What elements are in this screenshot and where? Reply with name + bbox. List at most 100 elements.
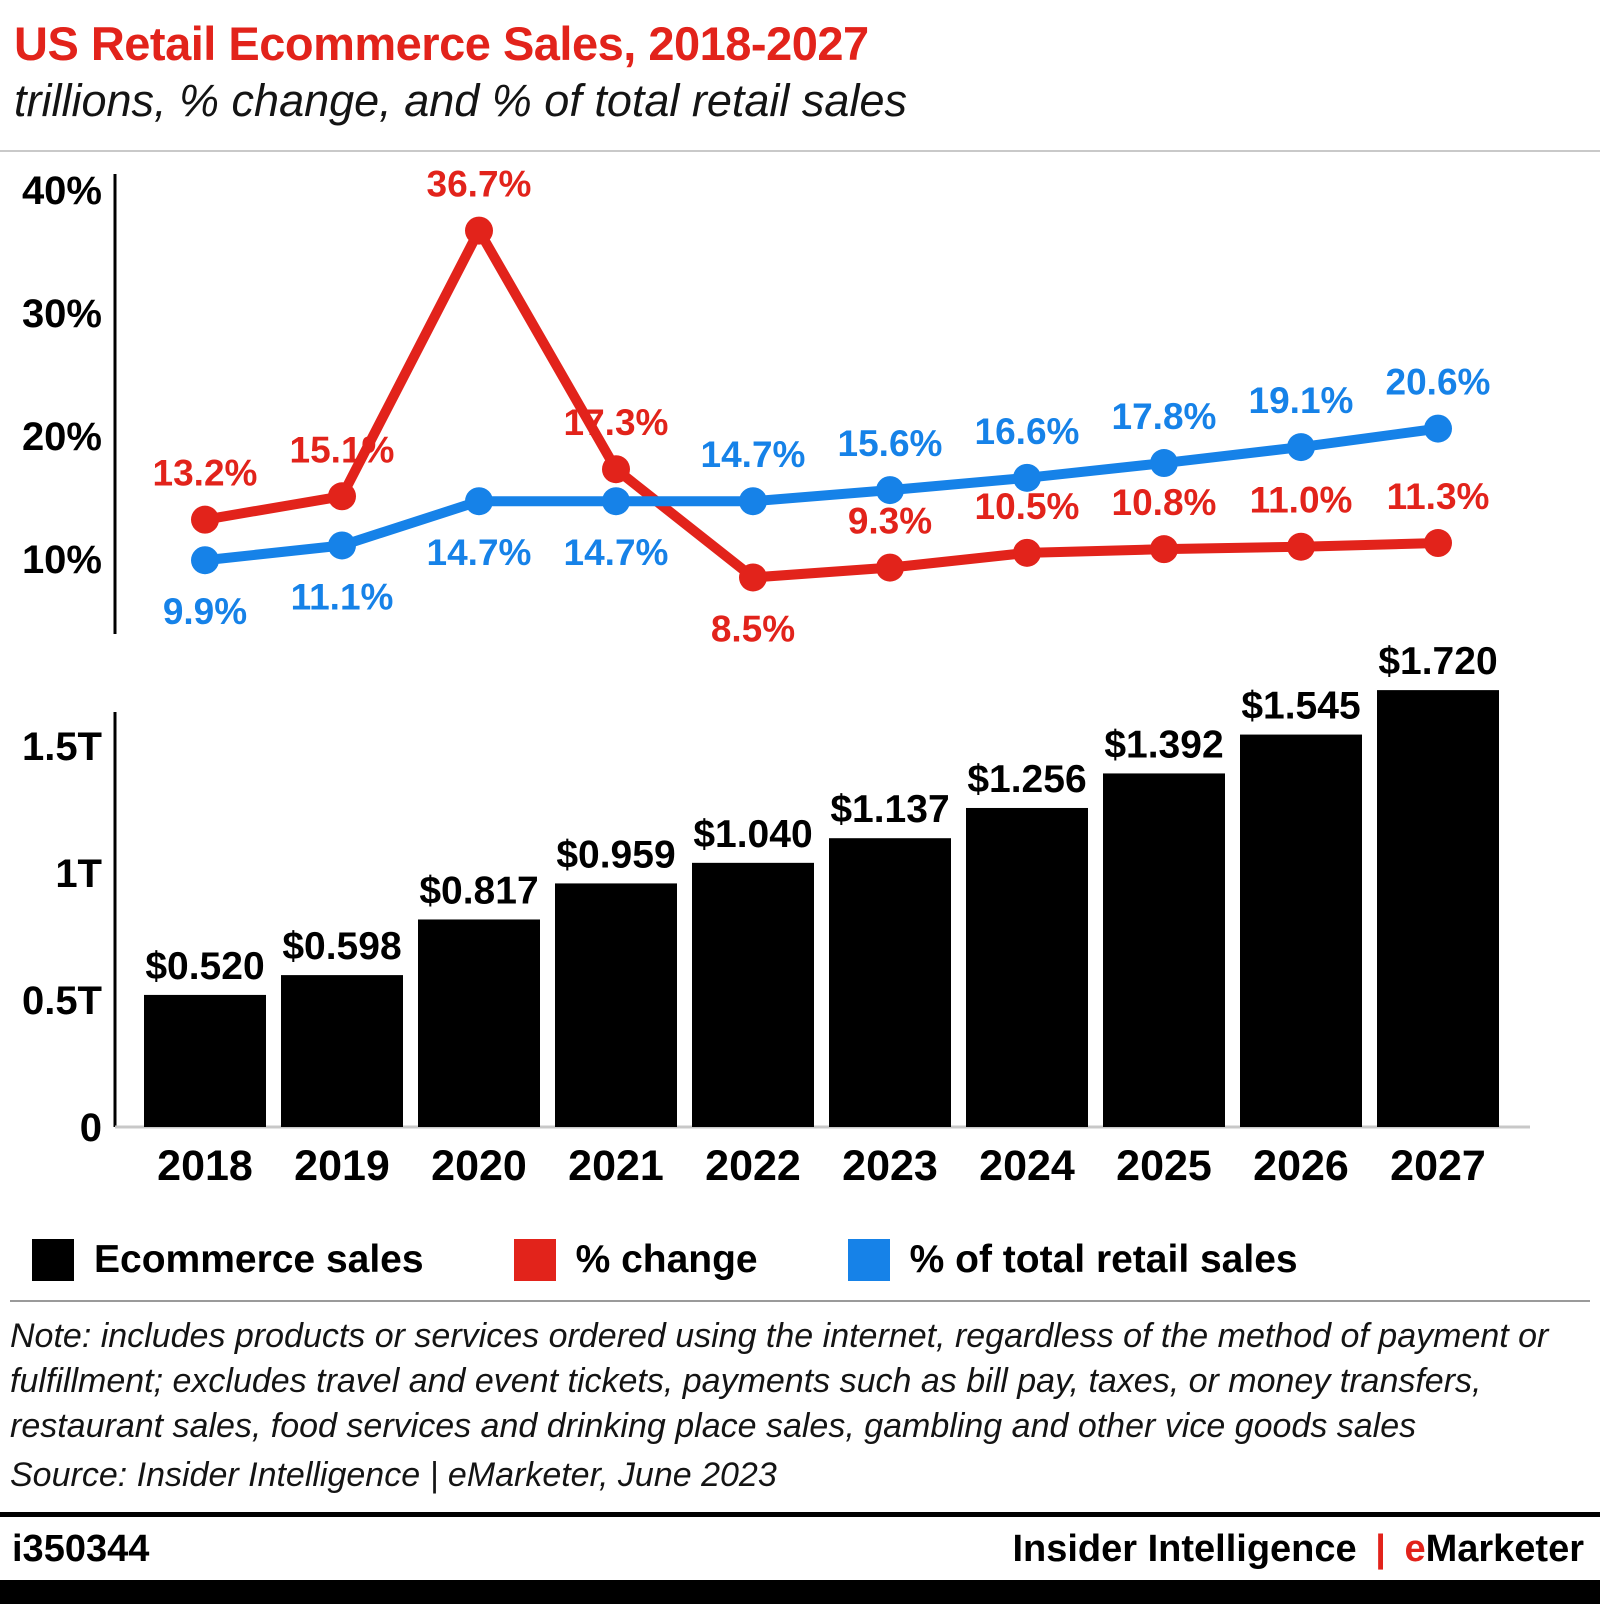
legend-label-pct-total-retail: % of total retail sales: [909, 1238, 1298, 1281]
data-point-label: 20.6%: [1386, 362, 1491, 403]
line-chart: 40% 30% 20% 10% 13.2% 15.1% 36.7% 17.3% 8.5% 9.3%…: [22, 164, 1491, 650]
x-axis-year-label: 2024: [979, 1142, 1075, 1190]
legend-swatch-pct-total-retail: [847, 1239, 890, 1281]
bar-y-tick: 0: [80, 1106, 102, 1150]
data-point: [1013, 538, 1041, 567]
legend-item-pct-total-retail: % of total retail sales: [847, 1238, 1298, 1282]
data-point: [739, 563, 767, 592]
data-point: [876, 553, 904, 582]
brand-emarketer-e: e: [1404, 1528, 1426, 1570]
data-point-label: 8.5%: [711, 608, 795, 649]
brand-separator: |: [1375, 1528, 1386, 1570]
data-point: [465, 216, 493, 245]
bar-value-label: $0.817: [419, 869, 538, 912]
bar-value-label: $1.040: [693, 813, 812, 856]
data-point-label: 14.7%: [564, 532, 669, 573]
bar: [281, 975, 403, 1127]
line-y-tick: 10%: [22, 538, 102, 582]
chart-id: i350344: [12, 1528, 150, 1570]
x-axis-year-label: 2018: [157, 1142, 253, 1190]
data-point: [1013, 463, 1041, 492]
legend-swatch-pct-change: [513, 1239, 556, 1281]
chart-subtitle: trillions, % change, and % of total reta…: [14, 75, 907, 126]
data-point-label: 9.3%: [848, 501, 932, 542]
line-y-tick: 30%: [22, 292, 102, 336]
footer-divider-line: [0, 1512, 1600, 1517]
x-axis-year-label: 2020: [431, 1142, 527, 1190]
data-point: [739, 487, 767, 516]
data-point: [1287, 532, 1315, 561]
bar-value-label: $1.545: [1241, 685, 1360, 728]
chart-header: US Retail Ecommerce Sales, 2018-2027 tri…: [0, 0, 1600, 152]
bar-value-label: $1.256: [967, 758, 1086, 801]
bar-y-tick: 0.5T: [22, 979, 102, 1023]
x-axis-year-label: 2023: [842, 1142, 938, 1190]
data-point-label: 11.1%: [291, 576, 394, 617]
data-point: [1287, 433, 1315, 462]
data-point-label: 11.3%: [1387, 476, 1490, 517]
x-axis-year-label: 2019: [294, 1142, 390, 1190]
source-text: Source: Insider Intelligence | eMarketer…: [10, 1455, 777, 1494]
data-point: [465, 487, 493, 516]
bar-value-label: $0.959: [556, 833, 675, 876]
data-point: [1424, 529, 1452, 558]
data-point: [1150, 449, 1178, 478]
data-point-label: 14.7%: [427, 532, 532, 573]
brand-emarketer-rest: Marketer: [1425, 1528, 1584, 1570]
brand-insider-intelligence: Insider Intelligence: [1012, 1528, 1357, 1570]
series-line: [200, 225, 1443, 583]
data-point: [1150, 535, 1178, 564]
data-point-label: 17.8%: [1112, 396, 1217, 437]
bar-value-label: $0.598: [282, 925, 401, 968]
legend-label-ecommerce-sales: Ecommerce sales: [94, 1238, 424, 1281]
bar-value-label: $1.137: [830, 788, 949, 831]
legend: Ecommerce sales % change % of total reta…: [32, 1238, 1298, 1282]
series--change: 13.2% 15.1% 36.7% 17.3% 8.5% 9.3% 10.5% 10.8% 11…: [153, 164, 1490, 650]
bar-value-label: $0.520: [145, 945, 264, 988]
bar-y-tick: 1T: [55, 852, 102, 896]
bar-chart: 1.5T 1T 0.5T 0 $0.520 $0.598 $0.817 $0.959 $1.04…: [22, 640, 1530, 1190]
legend-label-pct-change: % change: [575, 1238, 758, 1281]
data-point-label: 17.3%: [564, 402, 669, 443]
legend-item-ecommerce-sales: Ecommerce sales: [32, 1238, 424, 1282]
x-axis-year-label: 2026: [1253, 1142, 1349, 1190]
line-y-tick: 40%: [22, 169, 102, 213]
chart-title: US Retail Ecommerce Sales, 2018-2027: [14, 17, 869, 70]
notes-section: Note: includes products or services orde…: [10, 1300, 1590, 1498]
x-axis-year-label: 2025: [1116, 1142, 1212, 1190]
bar-y-tick: 1.5T: [22, 725, 102, 769]
brand-emarketer: eMarketer: [1404, 1528, 1584, 1570]
bar-value-label: $1.720: [1378, 640, 1497, 683]
data-point-label: 13.2%: [153, 453, 258, 494]
data-point: [328, 531, 356, 560]
legend-item-pct-change: % change: [513, 1238, 758, 1282]
series--of-total-retail-sales: 9.9% 11.1% 14.7% 14.7% 14.7% 15.6% 16.6% 17.8% 1…: [163, 362, 1491, 633]
x-axis-year-label: 2027: [1390, 1142, 1486, 1190]
bar: [829, 838, 951, 1127]
data-point: [191, 546, 219, 575]
data-point: [876, 476, 904, 505]
data-point: [191, 505, 219, 534]
data-point-label: 15.1%: [290, 429, 395, 470]
series-line: [200, 423, 1443, 566]
data-point-label: 10.5%: [975, 486, 1080, 527]
x-axis-year-label: 2021: [568, 1142, 664, 1190]
branding: Insider Intelligence | eMarketer: [1012, 1528, 1584, 1571]
bar-value-label: $1.392: [1104, 723, 1223, 766]
bar: [418, 919, 540, 1127]
data-point-label: 10.8%: [1112, 482, 1217, 523]
data-point-label: 36.7%: [427, 164, 532, 205]
bar: [1377, 690, 1499, 1127]
data-point-label: 15.6%: [838, 423, 943, 464]
data-point-label: 14.7%: [701, 434, 806, 475]
bar: [1103, 773, 1225, 1127]
footer-black-bar: [0, 1580, 1600, 1604]
bar: [1240, 734, 1362, 1127]
data-point-label: 19.1%: [1249, 380, 1354, 421]
data-point-label: 9.9%: [163, 591, 247, 632]
note-text: Note: includes products or services orde…: [10, 1317, 1549, 1445]
bar: [966, 807, 1088, 1127]
bar: [555, 883, 677, 1127]
bar: [692, 862, 814, 1127]
